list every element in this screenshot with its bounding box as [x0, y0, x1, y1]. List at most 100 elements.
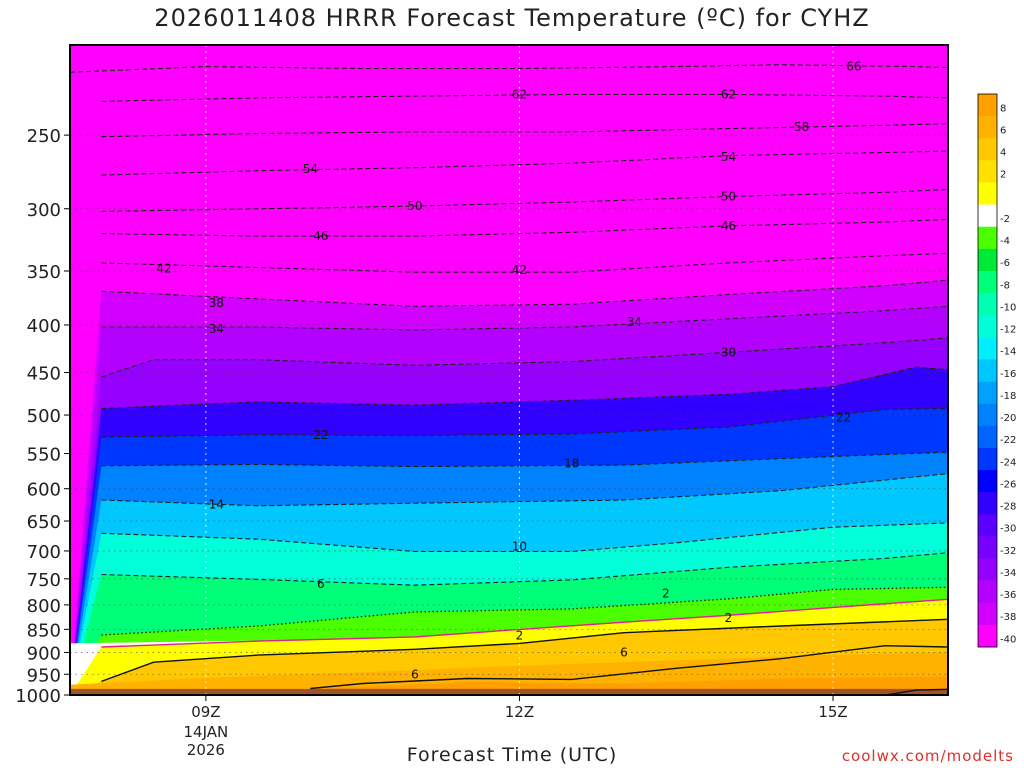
- legend-swatch-21: [978, 558, 997, 581]
- contour-label-10: 42: [156, 262, 171, 276]
- y-tick-label-450: 450: [27, 364, 61, 385]
- contour-label-13: 34: [209, 322, 224, 336]
- y-tick-label-800: 800: [27, 596, 61, 617]
- legend-label-23: -38: [1000, 612, 1016, 623]
- x-axis-label: Forecast Time (UTC): [406, 744, 618, 766]
- legend-label-8: -8: [1000, 280, 1010, 291]
- contour-label-1: 62: [512, 87, 527, 101]
- legend-swatch-9: [978, 293, 997, 316]
- legend-label-1: 6: [1000, 125, 1006, 136]
- contour--50-4: [101, 188, 949, 212]
- x-tick-label-0: 09Z: [191, 703, 220, 721]
- legend-swatch-19: [978, 514, 997, 537]
- contour-label-14: 34: [627, 315, 642, 329]
- legend-label-15: -22: [1000, 435, 1016, 446]
- contour--18-12: [101, 451, 949, 468]
- x-tick-sub-0-1: 2026: [187, 741, 225, 759]
- contour-label-19: 14: [209, 498, 224, 512]
- legend-swatch-15: [978, 425, 997, 449]
- legend-label-14: -20: [1000, 413, 1016, 424]
- legend-label-19: -30: [1000, 524, 1016, 535]
- legend-swatch-13: [978, 381, 997, 404]
- legend-swatch-23: [978, 602, 997, 626]
- y-tick-label-850: 850: [27, 620, 61, 641]
- legend-label-7: -6: [1000, 258, 1010, 269]
- legend-swatch-22: [978, 580, 997, 604]
- contour--58-2: [101, 123, 949, 138]
- contour-extra-20: [885, 688, 949, 696]
- contour-label-9: 46: [721, 219, 736, 233]
- contour-2-18: [101, 618, 949, 683]
- legend-swatch-11: [978, 337, 997, 360]
- contour--2-16: [101, 586, 949, 636]
- contour--6-15: [101, 552, 949, 586]
- y-tick-label-350: 350: [27, 262, 61, 283]
- legend-label-17: -26: [1000, 479, 1016, 490]
- y-tick-label-950: 950: [27, 665, 61, 686]
- contour--54-3: [101, 150, 949, 176]
- color-legend: 8 6 4 2 -2 -4 -6 -8 -10 -12 -14 -16 -18 -20 -22 -24 -26 -…: [977, 93, 1016, 648]
- contour-label-5: 54: [721, 150, 736, 164]
- contour-label-24: 2: [725, 611, 733, 625]
- contour--66-0: [69, 64, 949, 73]
- legend-swatch-5: [978, 204, 997, 228]
- contour--14-13: [101, 473, 949, 507]
- contour-label-7: 50: [721, 189, 736, 203]
- contour--46-5: [101, 218, 949, 237]
- legend-swatch-6: [978, 226, 997, 250]
- legend-swatch-7: [978, 248, 997, 272]
- contour-label-18: 18: [564, 457, 579, 471]
- y-tick-label-300: 300: [27, 200, 61, 221]
- legend-label-6: -4: [1000, 236, 1010, 247]
- surface-ground: [70, 688, 948, 695]
- contour-label-4: 54: [303, 162, 318, 176]
- legend-label-0: 8: [1000, 103, 1006, 114]
- legend-label-16: -24: [1000, 457, 1016, 468]
- contour--22-11: [101, 407, 949, 438]
- contour-label-22: 2: [662, 587, 670, 601]
- x-tick-label-2: 15Z: [818, 703, 847, 721]
- contour-label-12: 38: [209, 296, 224, 310]
- y-tick-label-900: 900: [27, 643, 61, 664]
- credit-link[interactable]: coolwx.com/modelts: [841, 747, 1014, 765]
- legend-label-24: -40: [1000, 634, 1016, 645]
- legend-swatch-17: [978, 470, 997, 493]
- contour-label-25: 6: [411, 667, 419, 681]
- contour--26-10: [101, 366, 949, 410]
- contour-label-8: 46: [313, 229, 328, 243]
- legend-frame: [977, 93, 998, 648]
- contour-2-17: [101, 598, 949, 648]
- plot-frame: [69, 44, 949, 696]
- legend-swatch-12: [978, 359, 997, 382]
- legend-swatch-8: [978, 270, 997, 294]
- legend-swatch-16: [978, 447, 997, 471]
- legend-label-20: -32: [1000, 546, 1016, 557]
- contour-label-11: 42: [512, 263, 527, 277]
- contour-label-3: 58: [794, 120, 809, 134]
- contour--10-14: [101, 522, 949, 553]
- legend-swatch-3: [978, 160, 997, 183]
- y-tick-label-750: 750: [27, 570, 61, 591]
- y-tick-label-650: 650: [27, 512, 61, 533]
- contour-label-0: 66: [846, 60, 861, 74]
- contour--34-8: [101, 305, 949, 331]
- y-tick-label-550: 550: [27, 445, 61, 466]
- chart-title: 2026011408 HRRR Forecast Temperature (ºC…: [154, 4, 870, 32]
- contour-label-26: 6: [620, 645, 628, 659]
- y-tick-label-1000: 1000: [15, 686, 61, 707]
- legend-label-22: -36: [1000, 590, 1016, 601]
- contour-label-6: 50: [407, 199, 422, 213]
- contour-label-16: 22: [313, 428, 328, 442]
- legend-swatch-0: [978, 94, 997, 117]
- y-tick-label-600: 600: [27, 480, 61, 501]
- legend-swatch-20: [978, 536, 997, 559]
- isotherm-contours: [69, 64, 949, 696]
- contour-label-15: 30: [721, 345, 736, 359]
- legend-label-21: -34: [1000, 568, 1016, 579]
- contour--38-7: [101, 279, 949, 307]
- y-tick-label-250: 250: [27, 126, 61, 147]
- contour-label-2: 62: [721, 87, 736, 101]
- y-tick-label-700: 700: [27, 542, 61, 563]
